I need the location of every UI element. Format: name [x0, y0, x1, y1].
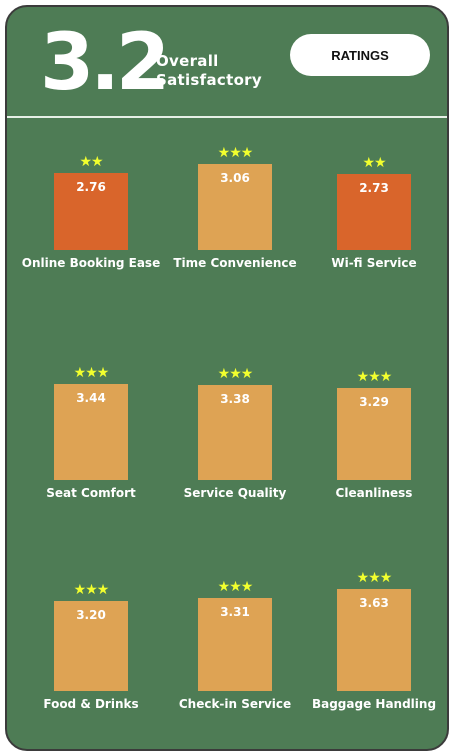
- header-divider: [7, 116, 447, 118]
- category-label-seat-comfort: Seat Comfort: [46, 486, 136, 500]
- bar-value-baggage-handling: 3.63: [359, 596, 389, 610]
- star-rating-service-quality: ★★★: [217, 366, 254, 382]
- bar-value-wi-fi-service: 2.73: [359, 181, 389, 195]
- bar-value-service-quality: 3.38: [220, 392, 250, 406]
- category-label-service-quality: Service Quality: [183, 486, 287, 500]
- star-rating-baggage-handling: ★★★: [356, 570, 393, 586]
- bar-value-food-drinks: 3.20: [76, 608, 106, 622]
- star-rating-online-booking-ease: ★★: [79, 154, 103, 170]
- ratings-card: 3.2 Overall Satisfactory RATINGS 2.76 ★★ O…: [5, 5, 449, 751]
- bar-value-online-booking-ease: 2.76: [76, 180, 106, 194]
- bar-online-booking-ease: 2.76: [54, 173, 128, 250]
- category-label-wi-fi-service: Wi-fi Service: [331, 256, 417, 270]
- bar-value-time-convenience: 3.06: [220, 171, 250, 185]
- score-label-line2: Satisfactory: [156, 71, 262, 89]
- bar-baggage-handling: 3.63: [337, 589, 411, 691]
- star-rating-wi-fi-service: ★★: [362, 155, 386, 171]
- category-label-check-in-service: Check-in Service: [178, 697, 292, 711]
- category-label-time-convenience: Time Convenience: [173, 256, 297, 270]
- bar-check-in-service: 3.31: [198, 598, 272, 691]
- bar-value-seat-comfort: 3.44: [76, 391, 106, 405]
- ratings-bar-grid: 2.76 ★★ Online Booking Ease 3.06 ★★★ Time Con…: [7, 7, 447, 749]
- star-rating-check-in-service: ★★★: [217, 579, 254, 595]
- category-label-online-booking-ease: Online Booking Ease: [21, 256, 161, 270]
- bar-value-cleanliness: 3.29: [359, 395, 389, 409]
- star-rating-food-drinks: ★★★: [73, 582, 110, 598]
- bar-food-drinks: 3.20: [54, 601, 128, 691]
- overall-score: 3.2: [40, 18, 170, 108]
- overall-score-label: Overall Satisfactory: [156, 52, 262, 90]
- star-rating-seat-comfort: ★★★: [73, 365, 110, 381]
- bar-cleanliness: 3.29: [337, 388, 411, 480]
- score-label-line1: Overall: [156, 52, 219, 70]
- bar-wi-fi-service: 2.73: [337, 174, 411, 250]
- ratings-button[interactable]: RATINGS: [290, 34, 430, 76]
- star-rating-cleanliness: ★★★: [356, 369, 393, 385]
- category-label-cleanliness: Cleanliness: [335, 486, 413, 500]
- category-label-food-drinks: Food & Drinks: [43, 697, 139, 711]
- bar-service-quality: 3.38: [198, 385, 272, 480]
- bar-time-convenience: 3.06: [198, 164, 272, 250]
- star-rating-time-convenience: ★★★: [217, 145, 254, 161]
- category-label-baggage-handling: Baggage Handling: [311, 697, 437, 711]
- bar-seat-comfort: 3.44: [54, 384, 128, 480]
- bar-value-check-in-service: 3.31: [220, 605, 250, 619]
